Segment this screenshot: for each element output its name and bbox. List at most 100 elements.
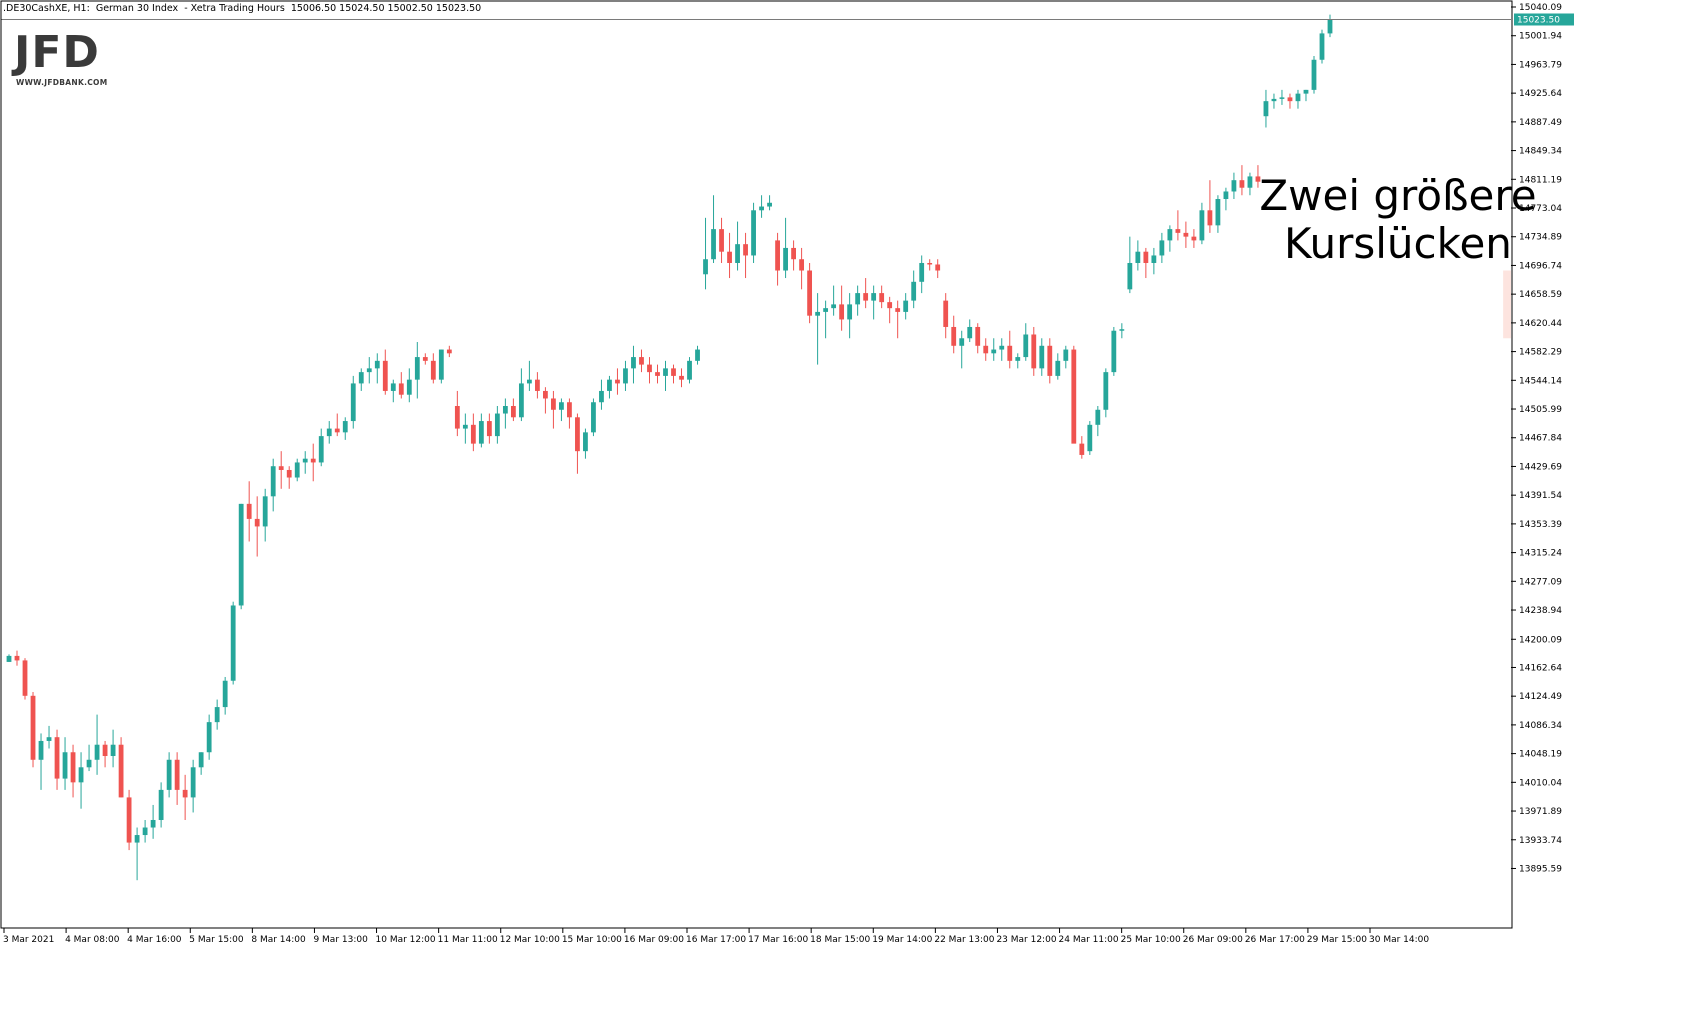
- candle: [278, 451, 284, 489]
- candle: [438, 349, 444, 384]
- candle: [422, 353, 428, 365]
- candle: [551, 390, 556, 429]
- y-tick-label: 14811.19: [1519, 175, 1562, 185]
- candle: [142, 819, 148, 843]
- candle: [366, 357, 372, 384]
- y-tick-label: 14353.39: [1519, 520, 1562, 530]
- candle: [783, 217, 788, 279]
- x-tick-label: 29 Mar 15:00: [1307, 935, 1367, 945]
- current-price-badge: 15023.50: [1514, 13, 1574, 26]
- candle: [735, 221, 740, 271]
- candle: [1015, 353, 1021, 369]
- candle: [1087, 421, 1093, 455]
- candle: [1143, 247, 1149, 279]
- y-tick-label: 14773.04: [1519, 204, 1562, 214]
- candle: [1007, 330, 1013, 369]
- time-axis: 3 Mar 2021 4 Mar 08:00 4 Mar 16:00 5 Mar 15…: [3, 928, 1429, 945]
- candle: [318, 428, 324, 467]
- candle: [647, 357, 652, 384]
- x-tick-label: 24 Mar 11:00: [1059, 935, 1119, 945]
- annotation-line-1: Zwei größere: [1259, 171, 1537, 220]
- y-tick-label: 15001.94: [1519, 32, 1562, 42]
- candles: [6, 14, 1333, 881]
- candle: [198, 752, 204, 775]
- candle: [631, 345, 636, 384]
- candle: [38, 733, 44, 790]
- candle: [1223, 187, 1229, 211]
- gap-zone-2: [1503, 270, 1511, 339]
- x-tick-label: 17 Mar 16:00: [748, 935, 808, 945]
- candle: [791, 240, 796, 271]
- candle: [591, 398, 596, 437]
- instrument-label: German 30 Index: [95, 3, 179, 14]
- candle: [206, 714, 212, 760]
- candle: [1247, 172, 1253, 196]
- candle: [959, 330, 965, 369]
- candle: [118, 737, 124, 798]
- candle: [1055, 353, 1061, 380]
- candle: [230, 601, 236, 685]
- x-tick-label: 18 Mar 15:00: [810, 935, 870, 945]
- y-tick-label: 14658.59: [1519, 290, 1562, 300]
- candle: [1295, 89, 1301, 109]
- candle: [302, 451, 308, 474]
- candle: [903, 293, 909, 320]
- candle: [414, 342, 420, 399]
- chart-header: .DE30CashXE, H1: German 30 Index - Xetra…: [3, 3, 481, 14]
- x-tick-label: 26 Mar 09:00: [1183, 935, 1243, 945]
- candle: [174, 752, 180, 805]
- brand-url: WWW.JFDBANK.COM: [16, 78, 108, 87]
- candle: [382, 349, 388, 395]
- candle: [687, 357, 692, 384]
- candle: [254, 496, 260, 557]
- candle: [1031, 326, 1037, 376]
- x-tick-label: 30 Mar 14:00: [1369, 935, 1429, 945]
- candle: [1111, 326, 1117, 376]
- candle: [847, 293, 853, 339]
- candle: [478, 413, 484, 448]
- candle: [446, 345, 452, 358]
- candle: [1231, 172, 1237, 200]
- candle: [526, 360, 532, 391]
- x-tick-label: 23 Mar 12:00: [996, 935, 1056, 945]
- candle: [839, 285, 845, 331]
- gap-zones: [1503, 270, 1511, 339]
- candle: [1039, 338, 1045, 376]
- candle: [703, 217, 708, 290]
- candle: [518, 368, 524, 422]
- annotation-line-2: Kurslücken: [1284, 219, 1512, 269]
- candle: [911, 270, 917, 309]
- candle: [286, 466, 292, 489]
- candle: [158, 782, 164, 828]
- candle: [1207, 180, 1213, 233]
- candle: [1199, 202, 1205, 245]
- candle: [1239, 165, 1245, 196]
- candle: [486, 413, 492, 444]
- candle: [775, 232, 780, 286]
- price-axis: 15040.09 15001.94 14963.79 14925.64 14887.49…: [1511, 3, 1562, 874]
- y-tick-label: 14124.49: [1519, 692, 1562, 702]
- candle: [1023, 323, 1029, 361]
- candle: [1287, 93, 1293, 109]
- candle: [799, 247, 805, 290]
- symbol-label: .DE30CashXE, H1:: [3, 3, 90, 14]
- session-label: - Xetra Trading Hours: [184, 3, 285, 14]
- candle: [943, 293, 949, 339]
- candle: [727, 232, 732, 279]
- candle: [1159, 232, 1165, 263]
- y-tick-label: 14010.04: [1519, 778, 1562, 788]
- candle: [1071, 345, 1077, 444]
- candle: [983, 338, 989, 361]
- candle: [1167, 225, 1173, 252]
- candle: [1327, 14, 1333, 38]
- candle: [222, 676, 228, 715]
- candle: [1127, 236, 1133, 294]
- y-tick-label: 14429.69: [1519, 462, 1562, 472]
- y-tick-label: 15040.09: [1519, 3, 1562, 13]
- candle: [567, 398, 572, 429]
- candle: [575, 413, 580, 474]
- candle: [1271, 93, 1277, 109]
- candle: [607, 375, 612, 399]
- candle: [967, 319, 973, 343]
